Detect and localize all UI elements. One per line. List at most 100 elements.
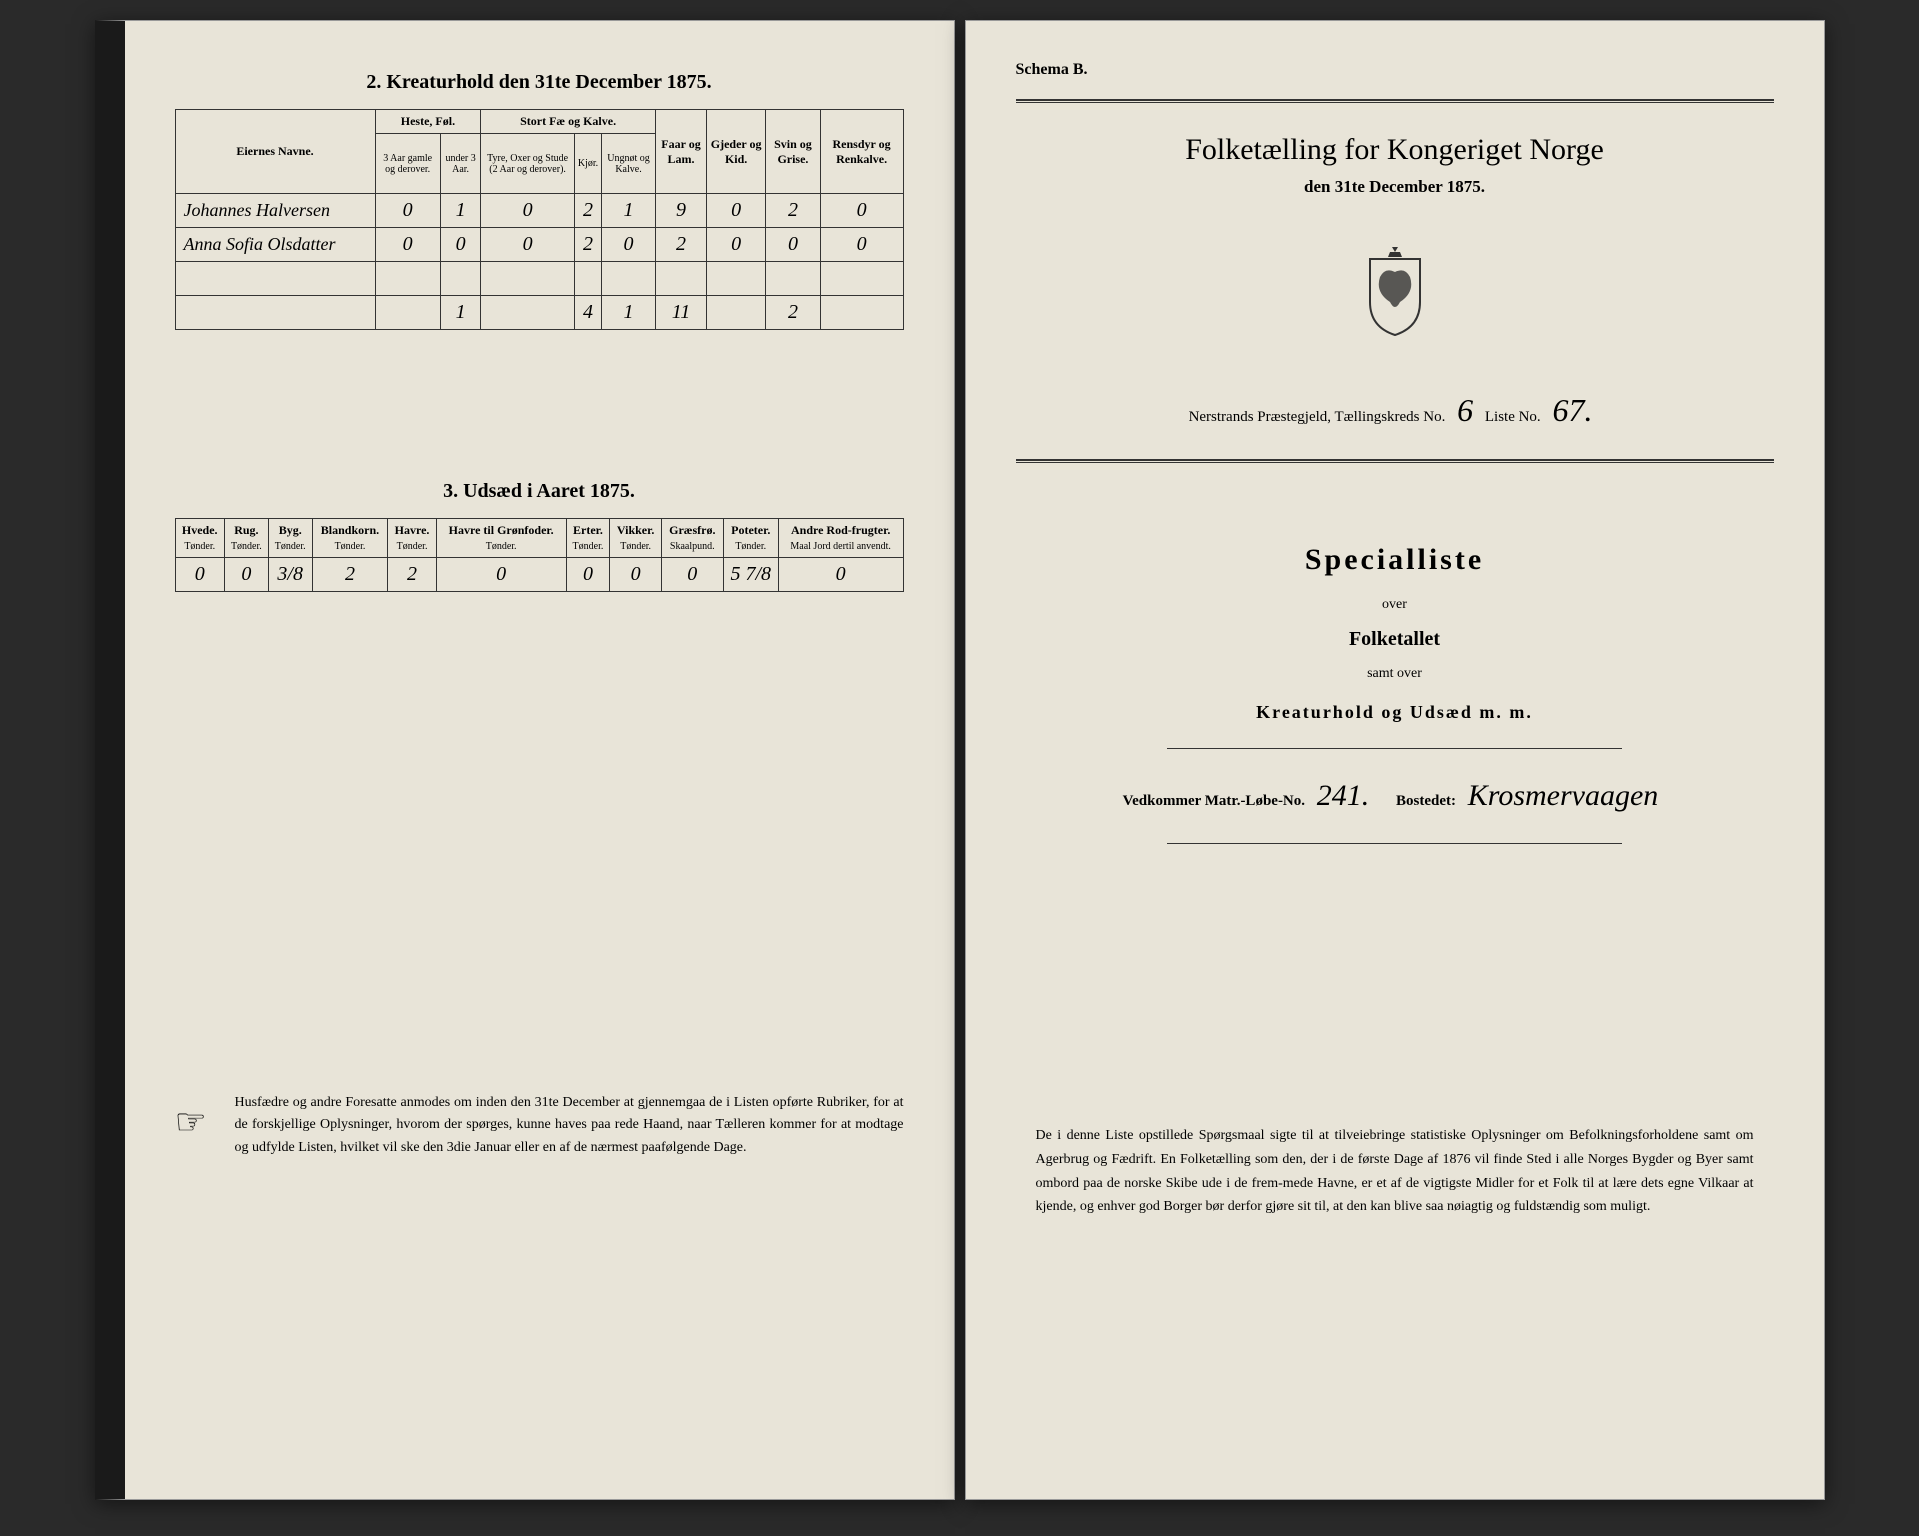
sheep-header: Faar og Lam. [655, 110, 706, 194]
total-cell: 1 [602, 296, 656, 330]
pigs-header: Svin og Grise. [766, 110, 820, 194]
table-row: Johannes Halversen 0 1 0 2 1 9 0 2 0 [175, 194, 903, 228]
col-header: Havre til Grønfoder.Tønder. [436, 519, 566, 558]
right-page: Schema B. Folketælling for Kongeriget No… [965, 20, 1825, 1500]
cell: 5 7/8 [723, 558, 778, 592]
col-header: Havre.Tønder. [388, 519, 436, 558]
total-cell [820, 296, 903, 330]
thin-rule-2 [1167, 843, 1622, 844]
cell: 2 [574, 194, 601, 228]
section-3-title: 3. Udsæd i Aaret 1875. [175, 480, 904, 503]
col-header: Blandkorn.Tønder. [312, 519, 388, 558]
cell: 0 [661, 558, 723, 592]
cell: 0 [440, 228, 480, 262]
cell: 0 [566, 558, 610, 592]
col-header: Andre Rod-frugter.Maal Jord dertil anven… [778, 519, 903, 558]
table-row: Anna Sofia Olsdatter 0 0 0 2 0 2 0 0 0 [175, 228, 903, 262]
totals-row: 1 4 1 11 2 [175, 296, 903, 330]
top-divider [1016, 99, 1774, 103]
liste-label: Liste No. [1485, 409, 1541, 425]
col-header: Erter.Tønder. [566, 519, 610, 558]
liste-number: 67. [1552, 392, 1592, 428]
col-header: Vikker.Tønder. [610, 519, 662, 558]
col-header: Hvede.Tønder. [175, 519, 224, 558]
section-2-title: 2. Kreaturhold den 31te December 1875. [175, 71, 904, 94]
census-title: Folketælling for Kongeriget Norge [1016, 133, 1774, 167]
cell: 2 [766, 194, 820, 228]
owner-name: Anna Sofia Olsdatter [175, 228, 375, 262]
col-header: Byg.Tønder. [268, 519, 312, 558]
right-footer-text: De i denne Liste opstillede Spørgsmaal s… [1016, 1124, 1774, 1219]
total-cell: 4 [574, 296, 601, 330]
cell: 0 [481, 228, 575, 262]
district-line: Nerstrands Præstegjeld, Tællingskreds No… [1016, 392, 1774, 429]
col-header: Rug.Tønder. [224, 519, 268, 558]
cattle-group-header: Stort Fæ og Kalve. [481, 110, 656, 134]
matr-number: 241. [1317, 779, 1370, 812]
specialliste-title: Specialliste [1016, 543, 1774, 577]
coat-of-arms-icon [1360, 247, 1430, 337]
footer-text: Husfædre og andre Foresatte anmodes om i… [235, 1095, 904, 1155]
cell: 0 [778, 558, 903, 592]
bosted-value: Krosmervaagen [1468, 779, 1659, 812]
samt-label: samt over [1016, 666, 1774, 682]
cell: 1 [602, 194, 656, 228]
cell: 0 [707, 194, 766, 228]
table-row: 0 0 3/8 2 2 0 0 0 0 5 7/8 0 [175, 558, 903, 592]
owner-name: Johannes Halversen [175, 194, 375, 228]
table-row [175, 262, 903, 296]
cell: 0 [224, 558, 268, 592]
mid-divider [1016, 459, 1774, 463]
cell: 0 [707, 228, 766, 262]
cell: 0 [820, 228, 903, 262]
document-spread: 2. Kreaturhold den 31te December 1875. E… [95, 20, 1825, 1500]
over-label: over [1016, 597, 1774, 613]
cell: 0 [175, 558, 224, 592]
cell: 0 [602, 228, 656, 262]
cell: 0 [436, 558, 566, 592]
left-page: 2. Kreaturhold den 31te December 1875. E… [95, 20, 955, 1500]
cell: 0 [820, 194, 903, 228]
sub-header: Tyre, Oxer og Stude (2 Aar og derover). [481, 134, 575, 194]
cell: 2 [574, 228, 601, 262]
thin-rule [1167, 748, 1622, 749]
sub-header: 3 Aar gamle og derover. [375, 134, 440, 194]
census-date: den 31te December 1875. [1016, 177, 1774, 197]
pointing-hand-icon: ☞ [175, 1094, 207, 1152]
district-prefix: Nerstrands Præstegjeld, Tællingskreds No… [1189, 409, 1446, 425]
total-cell: 11 [655, 296, 706, 330]
matr-line: Vedkommer Matr.-Løbe-No. 241. Bostedet: … [1016, 779, 1774, 813]
total-cell [375, 296, 440, 330]
schema-label: Schema B. [1016, 61, 1774, 79]
total-cell [707, 296, 766, 330]
horses-group-header: Heste, Føl. [375, 110, 481, 134]
cell: 9 [655, 194, 706, 228]
left-footer-note: ☞ Husfædre og andre Foresatte anmodes om… [175, 1092, 904, 1159]
sub-header: Kjør. [574, 134, 601, 194]
cell: 3/8 [268, 558, 312, 592]
cell: 0 [481, 194, 575, 228]
matr-label: Vedkommer Matr.-Løbe-No. [1123, 793, 1305, 809]
goats-header: Gjeder og Kid. [707, 110, 766, 194]
owner-name-header: Eiernes Navne. [175, 110, 375, 194]
total-cell: 2 [766, 296, 820, 330]
col-header: Græsfrø.Skaalpund. [661, 519, 723, 558]
cell: 2 [388, 558, 436, 592]
district-number: 6 [1457, 392, 1473, 428]
cell: 0 [610, 558, 662, 592]
total-cell [481, 296, 575, 330]
kreatur-label: Kreaturhold og Udsæd m. m. [1016, 702, 1774, 723]
reindeer-header: Rensdyr og Renkalve. [820, 110, 903, 194]
livestock-table: Eiernes Navne. Heste, Føl. Stort Fæ og K… [175, 109, 904, 330]
col-header: Poteter.Tønder. [723, 519, 778, 558]
cell: 2 [312, 558, 388, 592]
bosted-label: Bostedet: [1396, 793, 1456, 809]
total-cell: 1 [440, 296, 480, 330]
cell: 0 [766, 228, 820, 262]
sub-header: Ungnøt og Kalve. [602, 134, 656, 194]
cell: 2 [655, 228, 706, 262]
folketallet-label: Folketallet [1016, 628, 1774, 651]
cell: 0 [375, 194, 440, 228]
sub-header: under 3 Aar. [440, 134, 480, 194]
cell: 0 [375, 228, 440, 262]
